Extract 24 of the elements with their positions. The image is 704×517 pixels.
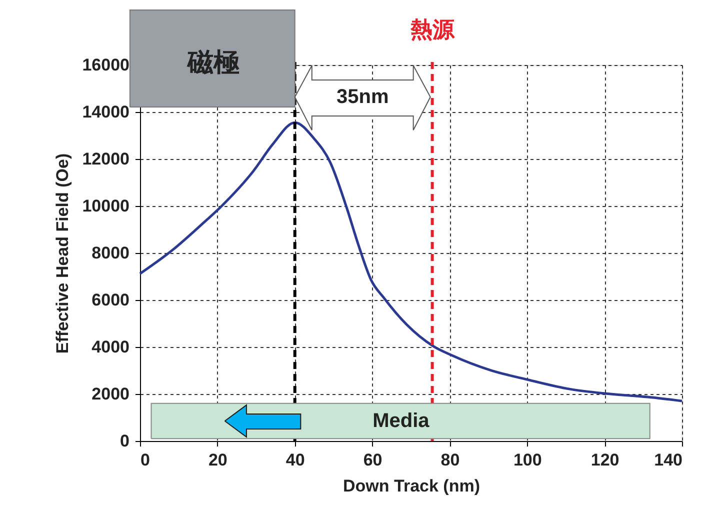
ref-line-label: 熱源 [409,17,456,42]
y-axis-title: Effective Head Field (Oe) [53,153,72,354]
x-tick-label: 60 [363,450,382,470]
x-tick-label: 100 [513,450,542,470]
x-tick-label: 140 [654,450,682,470]
x-tick-label: 40 [286,450,305,470]
x-tick-label: 0 [140,450,150,470]
x-tick-label: 20 [208,450,228,470]
y-tick-label: 8000 [92,244,130,262]
line-series [138,121,684,402]
y-tick-label: 16000 [82,56,130,74]
x-tick-label: 120 [590,450,620,470]
annotation: 35nm [336,86,389,108]
y-tick-label: 14000 [82,102,130,122]
y-tick-label: 10000 [82,196,130,216]
y-tick-label: 6000 [92,290,130,310]
y-tick-label: 4000 [92,338,130,356]
y-tick-label: 12000 [82,150,130,168]
x-tick-label: 80 [440,450,460,470]
x-axis-title: Down Track (nm) [343,476,480,496]
y-tick-label: 2000 [92,384,130,404]
annotation: Media [372,410,430,432]
y-tick-label: 0 [120,432,130,450]
annotation: 磁極 [186,47,240,78]
